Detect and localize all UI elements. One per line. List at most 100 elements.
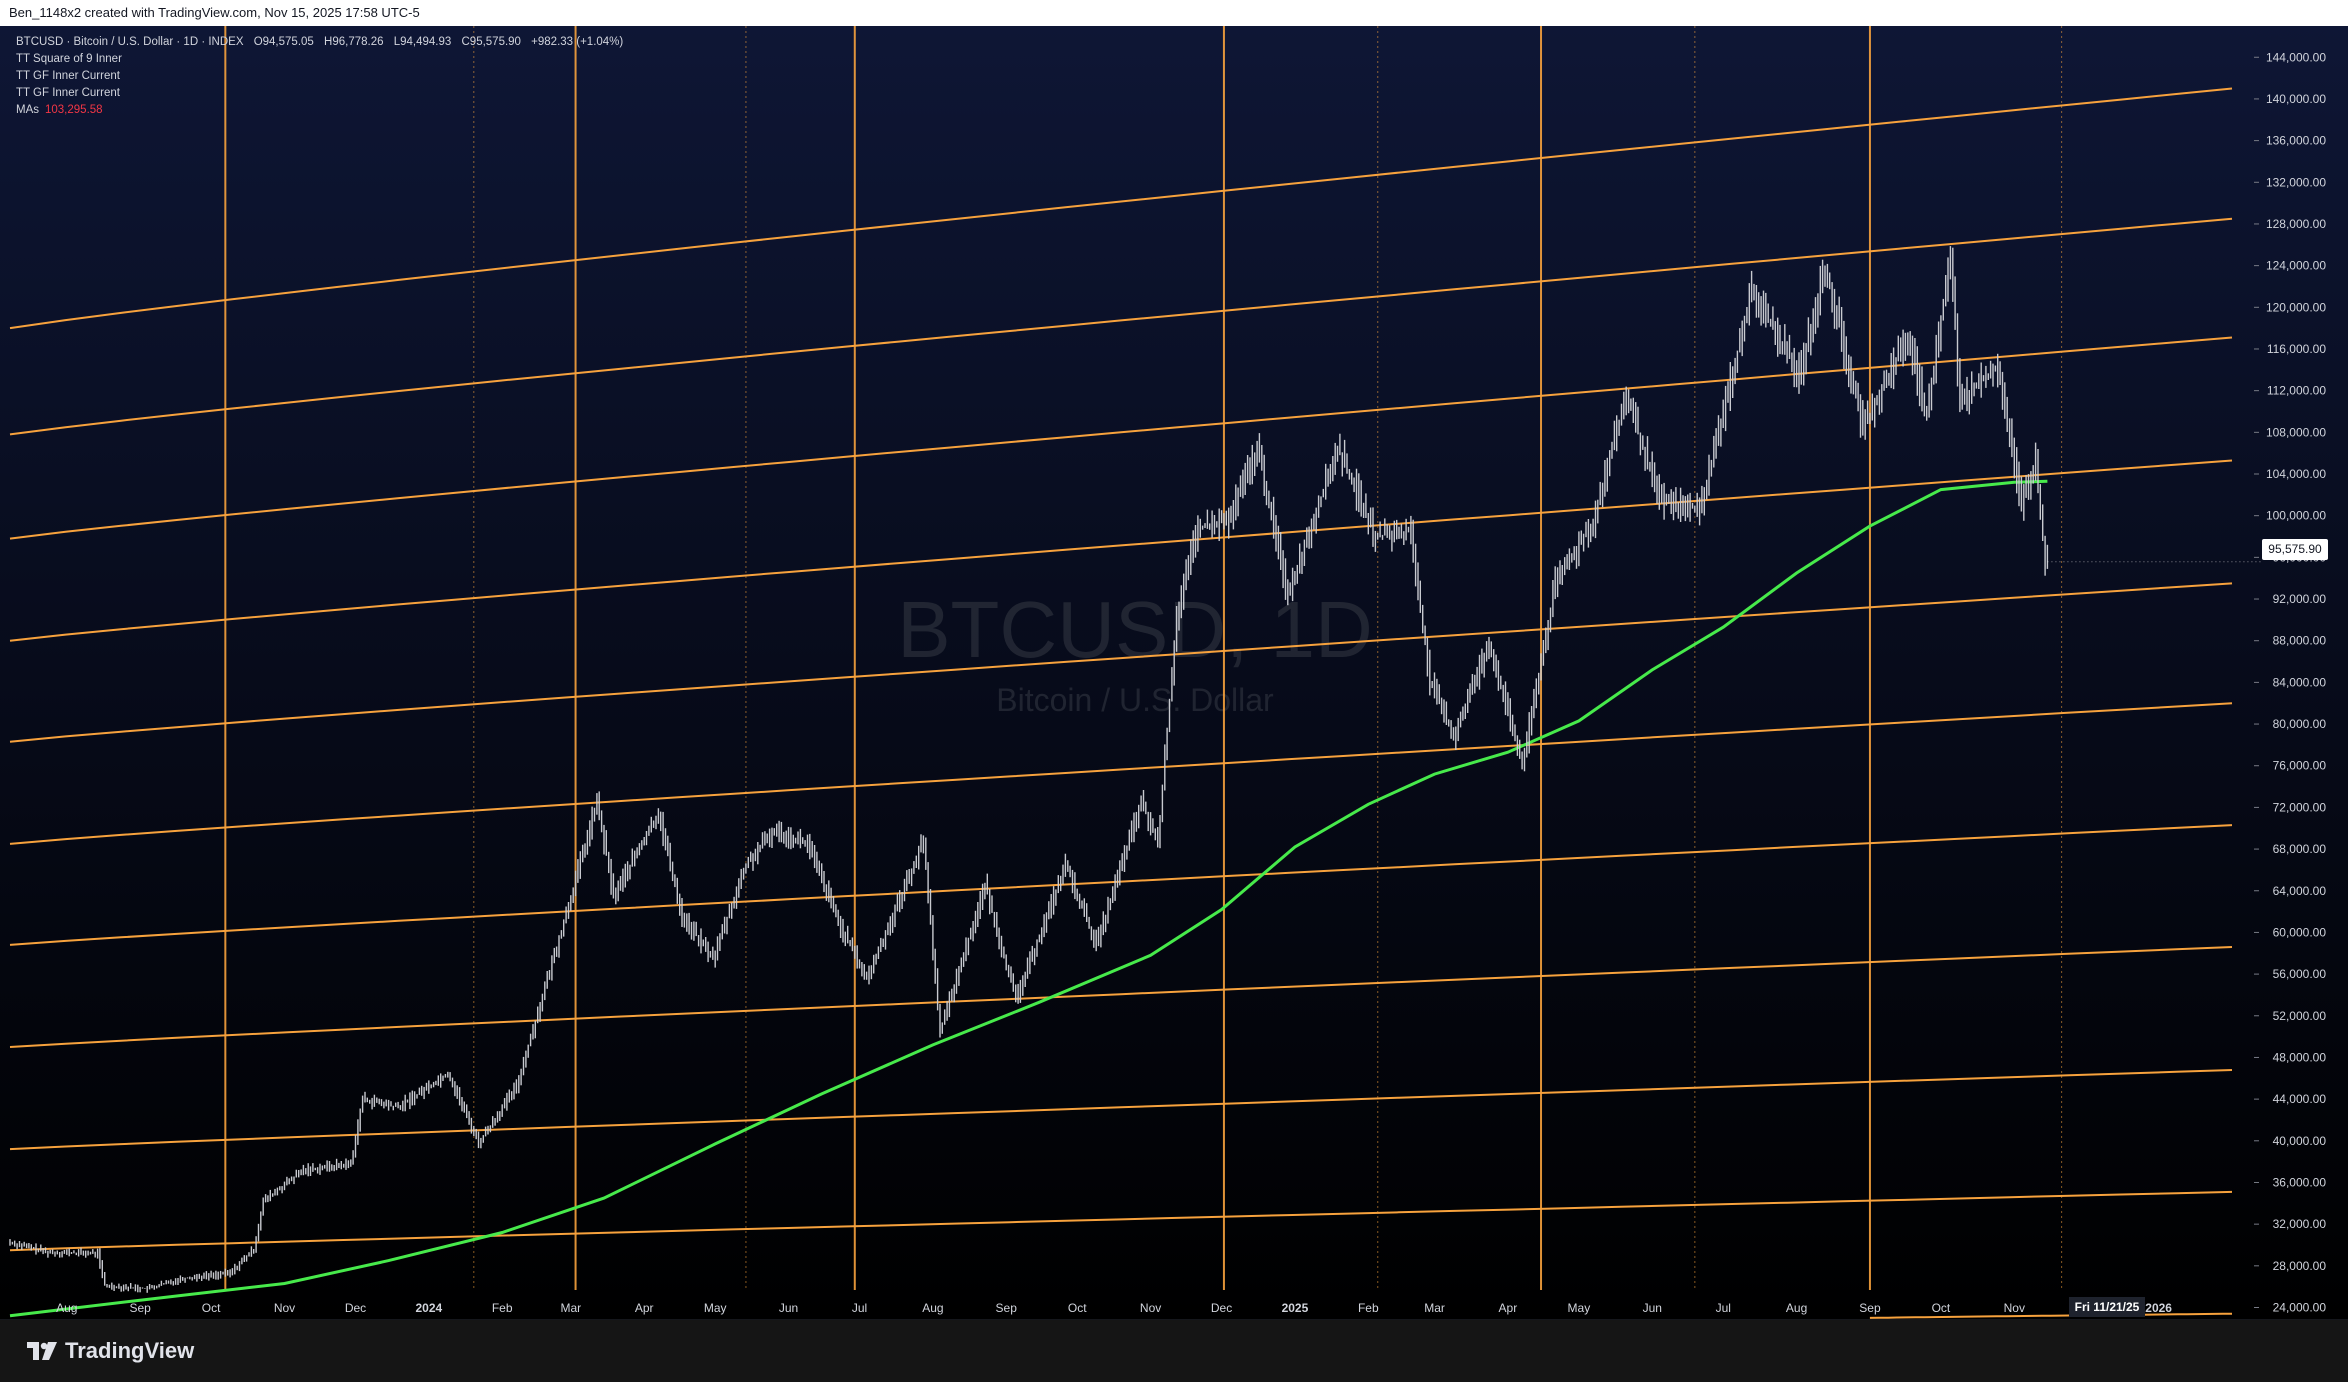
- moving-average-layer: [9, 479, 2048, 1318]
- price-series-layer: [9, 246, 2262, 1293]
- x-tick-label: Jul: [852, 1301, 867, 1315]
- x-tick-label: Jun: [1643, 1301, 1662, 1315]
- band-line-3: [9, 459, 2233, 642]
- y-tick-label: 100,000.00: [2266, 509, 2326, 523]
- price-axis[interactable]: 144,000.00 140,000.00 136,000.00 132,000.00…: [2254, 50, 2326, 1314]
- band-line-4: [9, 582, 2233, 743]
- y-tick-label: 64,000.00: [2273, 884, 2327, 898]
- x-tick-label: Sep: [996, 1301, 1018, 1315]
- y-tick-label: 88,000.00: [2273, 634, 2327, 648]
- x-tick-label: Sep: [1859, 1301, 1881, 1315]
- x-tick-label: Aug: [56, 1301, 77, 1315]
- watermark-ticker: BTCUSD, 1D: [897, 585, 1373, 674]
- legend-ma-value: 103,295.58: [45, 104, 103, 116]
- watermark-name: Bitcoin / U.S. Dollar: [996, 682, 1274, 718]
- x-tick-label: 2024: [415, 1301, 442, 1315]
- tradingview-logo-icon: [27, 1342, 57, 1360]
- y-tick-label: 32,000.00: [2273, 1217, 2327, 1231]
- band-line-5: [9, 702, 2233, 845]
- y-tick-label: 24,000.00: [2273, 1300, 2327, 1314]
- x-tick-label: Nov: [274, 1301, 295, 1315]
- y-tick-label: 116,000.00: [2267, 342, 2326, 356]
- x-tick-label: Nov: [2004, 1301, 2025, 1315]
- y-tick-label: 84,000.00: [2273, 675, 2327, 689]
- vertical-cycle-lines: [224, 26, 2063, 1290]
- x-tick-label: May: [1568, 1301, 1591, 1315]
- band-line-9: [9, 1190, 2233, 1252]
- band-line-2: [9, 336, 2233, 540]
- x-tick-label: Nov: [1140, 1301, 1161, 1315]
- legend-indicator-3[interactable]: TT GF Inner Current: [16, 87, 120, 99]
- x-tick-label: 2025: [1282, 1301, 1309, 1315]
- legend-high-label: H: [324, 36, 333, 48]
- band-line-7: [9, 946, 2233, 1048]
- legend-low-label: L: [393, 36, 401, 48]
- y-tick-label: 52,000.00: [2273, 1009, 2327, 1023]
- y-tick-label: 76,000.00: [2273, 759, 2327, 773]
- x-tick-label: Dec: [1211, 1301, 1232, 1315]
- x-tick-label: Oct: [1068, 1301, 1087, 1315]
- x-tick-label: Dec: [345, 1301, 366, 1315]
- y-tick-label: 80,000.00: [2273, 717, 2327, 731]
- x-tick-label: Mar: [560, 1301, 581, 1315]
- x-tick-label: Apr: [635, 1301, 654, 1315]
- x-tick-label: May: [704, 1301, 727, 1315]
- legend-indicator-2[interactable]: TT GF Inner Current: [16, 70, 120, 82]
- band-line-1: [9, 217, 2233, 436]
- x-tick-label: Apr: [1499, 1301, 1518, 1315]
- legend-indicator-1[interactable]: TT Square of 9 Inner: [16, 53, 122, 65]
- x-tick-label: Feb: [1358, 1301, 1379, 1315]
- x-tick-label: Sep: [129, 1301, 151, 1315]
- legend-open-label: O: [253, 36, 263, 48]
- legend-close-label: C: [461, 36, 470, 48]
- legend-open-value: 94,575.05: [262, 36, 314, 48]
- x-tick-label: Jul: [1716, 1301, 1731, 1315]
- y-tick-label: 132,000.00: [2266, 175, 2326, 189]
- x-tick-label: Oct: [202, 1301, 221, 1315]
- x-tick-label: Oct: [1932, 1301, 1951, 1315]
- y-tick-label: 104,000.00: [2266, 467, 2326, 481]
- legend-ma-row[interactable]: MAs 103,295.58: [16, 102, 623, 119]
- y-tick-label: 124,000.00: [2266, 259, 2326, 273]
- crosshair-date-label: Fri 11/21/25: [2069, 1297, 2145, 1317]
- legend-ma-label: MAs: [16, 104, 39, 116]
- x-tick-label: Feb: [492, 1301, 513, 1315]
- y-tick-label: 28,000.00: [2273, 1259, 2327, 1273]
- y-tick-label: 108,000.00: [2266, 425, 2326, 439]
- y-tick-label: 72,000.00: [2273, 800, 2327, 814]
- band-line-0: [9, 87, 2233, 330]
- x-tick-label: Aug: [1786, 1301, 1807, 1315]
- y-tick-label: 92,000.00: [2273, 592, 2327, 606]
- legend-high-value: 96,778.26: [332, 36, 384, 48]
- watermark: BTCUSD, 1D Bitcoin / U.S. Dollar: [897, 585, 1373, 718]
- ma-line: [9, 479, 2048, 1318]
- y-tick-label: 68,000.00: [2273, 842, 2327, 856]
- y-tick-label: 44,000.00: [2273, 1092, 2327, 1106]
- legend-low-value: 94,494.93: [400, 36, 452, 48]
- y-tick-label: 140,000.00: [2266, 92, 2326, 106]
- attribution-text: Ben_1148x2 created with TradingView.com,…: [9, 5, 420, 20]
- y-tick-label: 60,000.00: [2273, 925, 2327, 939]
- y-tick-label: 128,000.00: [2266, 217, 2326, 231]
- band-line-6: [9, 824, 2233, 946]
- band-line-8: [9, 1069, 2233, 1151]
- tradingview-logo[interactable]: TradingView: [27, 1338, 194, 1364]
- time-axis[interactable]: Aug Sep Oct Nov Dec 2024 Feb Mar Apr May Jun Jul Aug…: [0, 1301, 2348, 1320]
- legend-change: +982.33 (+1.04%): [531, 36, 624, 48]
- chart-area[interactable]: BTCUSD, 1D Bitcoin / U.S. Dollar 144,000…: [0, 26, 2348, 1320]
- footer-bar: [0, 1320, 2348, 1382]
- y-tick-label: 136,000.00: [2266, 134, 2326, 148]
- x-tick-label: Mar: [1424, 1301, 1445, 1315]
- y-tick-label: 120,000.00: [2266, 300, 2326, 314]
- y-tick-label: 112,000.00: [2267, 384, 2326, 398]
- y-tick-label: 36,000.00: [2273, 1175, 2327, 1189]
- attribution-bar: Ben_1148x2 created with TradingView.com,…: [0, 0, 2348, 26]
- chart-legend: BTCUSD · Bitcoin / U.S. Dollar · 1D · IN…: [16, 34, 623, 119]
- legend-symbol-row[interactable]: BTCUSD · Bitcoin / U.S. Dollar · 1D · IN…: [16, 34, 623, 51]
- x-tick-label: Jun: [779, 1301, 798, 1315]
- y-tick-label: 40,000.00: [2273, 1134, 2327, 1148]
- y-tick-label: 48,000.00: [2273, 1050, 2327, 1064]
- legend-symbol[interactable]: BTCUSD · Bitcoin / U.S. Dollar · 1D · IN…: [16, 36, 244, 48]
- tradingview-logo-text: TradingView: [65, 1338, 195, 1363]
- x-tick-label: 2026: [2145, 1301, 2172, 1315]
